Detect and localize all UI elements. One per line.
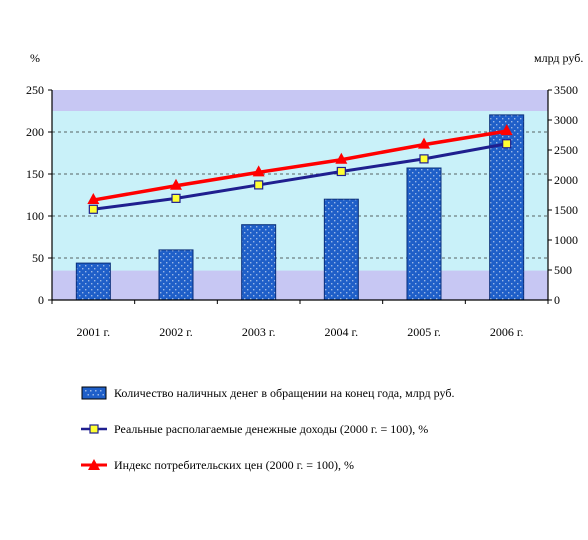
line-series-1 xyxy=(93,142,507,211)
right-tick-label: 3500 xyxy=(554,83,578,97)
legend-item-cpi: Индекс потребительских цен (2000 г. = 10… xyxy=(80,456,580,474)
legend-bar-swatch xyxy=(81,386,107,400)
right-tick-label: 1000 xyxy=(554,233,578,247)
left-tick-label: 200 xyxy=(26,125,44,139)
x-tick-label: 2001 г. xyxy=(77,325,111,339)
bar-2002 г. xyxy=(158,249,194,301)
point-cpi-2006 г. xyxy=(500,124,513,136)
x-tick-label: 2005 г. xyxy=(407,325,441,339)
left-tick-label: 50 xyxy=(32,251,44,265)
bar-2005 г. xyxy=(406,167,442,301)
point-cpi-2001 г. xyxy=(87,193,100,205)
legend-label-cpi: Индекс потребительских цен (2000 г. = 10… xyxy=(114,457,354,472)
legend-item-income: Реальные располагаемые денежные доходы (… xyxy=(80,420,580,438)
point-income-2002 г. xyxy=(171,193,181,203)
bar-2004 г. xyxy=(323,198,359,301)
left-tick-label: 250 xyxy=(26,83,44,97)
right-tick-label: 3000 xyxy=(554,113,578,127)
point-cpi-2003 г. xyxy=(252,165,265,177)
left-axis-unit: % xyxy=(30,51,40,65)
point-income-2004 г. xyxy=(336,166,346,177)
point-cpi-2002 г. xyxy=(170,178,182,190)
legend-item-bars: Количество наличных денег в обращении на… xyxy=(80,384,580,402)
right-tick-label: 2500 xyxy=(554,143,578,157)
x-tick-label: 2002 г. xyxy=(159,325,193,339)
legend-label-income: Реальные располагаемые денежные доходы (… xyxy=(114,421,429,436)
point-cpi-2005 г. xyxy=(418,137,430,149)
point-income-2006 г. xyxy=(502,139,512,149)
grid-lines xyxy=(52,131,548,259)
right-tick-label: 0 xyxy=(554,293,560,307)
legend-income-swatch xyxy=(81,424,107,434)
bar-2003 г. xyxy=(241,224,277,301)
point-income-2003 г. xyxy=(254,180,264,190)
left-tick-label: 0 xyxy=(38,293,44,307)
right-tick-label: 2000 xyxy=(554,173,578,187)
right-tick-label: 1500 xyxy=(554,203,578,217)
legend-cpi-swatch xyxy=(81,459,107,470)
point-income-2001 г. xyxy=(88,204,98,214)
line-series xyxy=(87,124,513,214)
line-series-2 xyxy=(93,129,507,202)
x-tick-label: 2006 г. xyxy=(490,325,524,339)
axes: 0501001502002500500100015002000250030003… xyxy=(26,83,578,339)
x-tick-label: 2004 г. xyxy=(325,325,359,339)
point-income-2005 г. xyxy=(419,154,429,164)
left-tick-label: 150 xyxy=(26,167,44,181)
legend: Количество наличных денег в обращении на… xyxy=(80,384,580,492)
left-tick-label: 100 xyxy=(26,209,44,223)
x-tick-label: 2003 г. xyxy=(242,325,276,339)
bar-2001 г. xyxy=(75,262,111,301)
right-tick-label: 500 xyxy=(554,263,572,277)
point-cpi-2004 г. xyxy=(335,152,348,164)
right-axis-unit: млрд руб. xyxy=(534,51,583,65)
combo-chart: 0501001502002500500100015002000250030003… xyxy=(26,51,583,339)
legend-label-bars: Количество наличных денег в обращении на… xyxy=(114,385,455,400)
